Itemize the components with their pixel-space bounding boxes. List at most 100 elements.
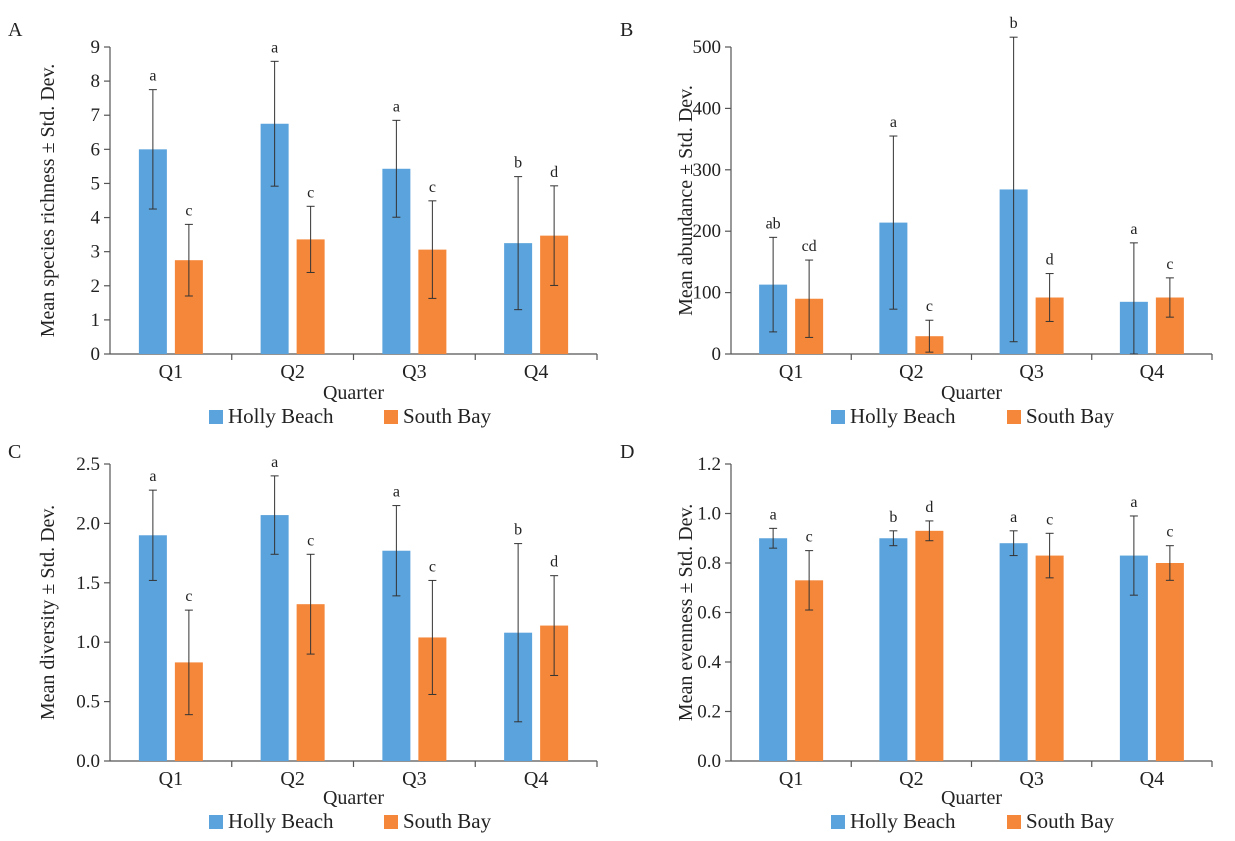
y-tick-label: 3 — [91, 242, 101, 263]
legend-swatch — [831, 410, 845, 424]
significance-label: a — [271, 39, 278, 56]
legend-label: Holly Beach — [228, 404, 334, 428]
y-tick-label: 0.5 — [76, 692, 100, 713]
significance-label: c — [429, 179, 436, 196]
legend-swatch — [1007, 410, 1021, 424]
y-tick-label: 2 — [91, 276, 101, 297]
y-axis-title: Mean evenness ± Std. Dev. — [675, 504, 697, 721]
legend-swatch — [209, 410, 223, 424]
bar-south-bay-q2 — [915, 530, 944, 761]
significance-label: c — [806, 529, 813, 546]
significance-label: d — [1046, 252, 1054, 269]
significance-label: b — [1010, 15, 1018, 32]
x-tick-label: Q2 — [899, 361, 923, 383]
y-tick-label: 100 — [693, 283, 722, 304]
legend-label: Holly Beach — [850, 404, 956, 428]
y-tick-label: 2.5 — [76, 454, 100, 475]
significance-label: a — [770, 506, 777, 523]
y-tick-label: 4 — [91, 208, 101, 229]
significance-label: c — [926, 298, 933, 315]
significance-label: ab — [766, 215, 781, 232]
significance-label: d — [550, 554, 558, 571]
significance-label: c — [429, 558, 436, 575]
x-tick-label: Q4 — [1140, 361, 1164, 383]
panel-letter: D — [620, 441, 634, 463]
y-tick-label: 0.8 — [697, 553, 721, 574]
y-tick-label: 0.0 — [697, 751, 721, 772]
x-tick-label: Q4 — [1140, 768, 1164, 790]
significance-label: b — [514, 155, 522, 172]
significance-label: b — [514, 522, 522, 539]
significance-label: c — [185, 202, 192, 219]
x-tick-label: Q4 — [524, 768, 548, 790]
x-axis-title: Quarter — [941, 382, 1002, 404]
bar-holly-beach-q2 — [260, 515, 289, 761]
bar-holly-beach-q1 — [759, 538, 788, 761]
y-tick-label: 0 — [712, 344, 722, 365]
x-tick-label: Q1 — [159, 361, 183, 383]
bar-south-bay-q4 — [1155, 563, 1184, 761]
significance-label: a — [890, 114, 897, 131]
y-tick-label: 2.0 — [76, 513, 100, 534]
y-tick-label: 0 — [91, 344, 101, 365]
y-tick-label: 200 — [693, 221, 722, 242]
y-tick-label: 1.0 — [76, 632, 100, 653]
legend-label: Holly Beach — [850, 809, 956, 833]
bar-holly-beach-q2 — [879, 538, 908, 761]
x-tick-label: Q1 — [779, 768, 803, 790]
significance-label: a — [1010, 509, 1017, 526]
legend-label: South Bay — [1026, 809, 1115, 833]
significance-label: c — [1046, 511, 1053, 528]
legend-swatch — [209, 815, 223, 829]
significance-label: a — [393, 98, 400, 115]
significance-label: a — [149, 468, 156, 485]
y-tick-label: 1.0 — [697, 504, 721, 525]
x-tick-label: Q2 — [899, 768, 923, 790]
x-tick-label: Q4 — [524, 361, 548, 383]
x-tick-label: Q1 — [159, 768, 183, 790]
chart-panel-d: D 0.0 0.2 0.4 0.6 0.8 1.0 1.2 Q1 a c Q2 b d Q3 a c Q4 a c Qu… — [620, 441, 1213, 833]
significance-label: c — [185, 588, 192, 605]
chart-panel-c: C 0.0 0.5 1.0 1.5 2.0 2.5 Q1 a c Q2 a c Q3 a c Q4 b d Quart… — [8, 441, 598, 833]
y-tick-label: 500 — [693, 37, 722, 58]
panel-letter: B — [620, 19, 633, 41]
x-tick-label: Q3 — [1019, 361, 1043, 383]
y-tick-label: 5 — [91, 173, 101, 194]
legend-label: South Bay — [403, 404, 492, 428]
significance-label: c — [1166, 524, 1173, 541]
y-tick-label: 1.5 — [76, 573, 100, 594]
x-tick-label: Q3 — [1019, 768, 1043, 790]
legend-swatch — [384, 410, 398, 424]
x-tick-label: Q2 — [280, 361, 304, 383]
y-tick-label: 7 — [91, 105, 101, 126]
legend-label: Holly Beach — [228, 809, 334, 833]
panel-letter: C — [8, 441, 21, 463]
bar-holly-beach-q3 — [999, 543, 1028, 761]
panel-letter: A — [8, 19, 23, 41]
x-axis-title: Quarter — [323, 382, 384, 404]
y-tick-label: 0.6 — [697, 603, 721, 624]
y-tick-label: 9 — [91, 37, 101, 58]
x-tick-label: Q3 — [402, 768, 426, 790]
y-tick-label: 8 — [91, 71, 101, 92]
y-tick-label: 1 — [91, 310, 101, 331]
significance-label: b — [889, 509, 897, 526]
y-axis-title: Mean species richness ± Std. Dev. — [37, 64, 59, 338]
significance-label: a — [1130, 494, 1137, 511]
chart-panel-a: A 0 1 2 3 4 5 6 7 8 9 Q1 a c Q2 a c Q3 a c Q4 b d Quarter Mean s… — [8, 19, 598, 428]
legend-label: South Bay — [1026, 404, 1115, 428]
legend-swatch — [831, 815, 845, 829]
significance-label: d — [925, 499, 933, 516]
significance-label: a — [271, 454, 278, 471]
x-axis-title: Quarter — [941, 787, 1002, 809]
x-axis-title: Quarter — [323, 787, 384, 809]
significance-label: c — [307, 532, 314, 549]
legend-label: South Bay — [403, 809, 492, 833]
y-tick-label: 300 — [693, 160, 722, 181]
y-tick-label: 0.4 — [697, 652, 721, 673]
x-tick-label: Q1 — [779, 361, 803, 383]
significance-label: a — [393, 484, 400, 501]
chart-panel-b: B 0 100 200 300 400 500 Q1 ab cd Q2 a c Q3 b d Q4 a c Quart… — [620, 15, 1213, 428]
y-tick-label: 0.2 — [697, 702, 721, 723]
